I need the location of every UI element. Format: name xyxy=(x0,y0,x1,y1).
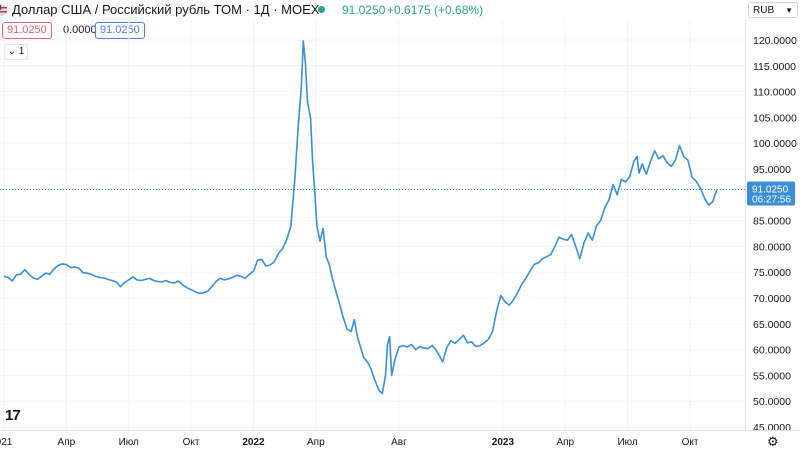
price-series-line[interactable] xyxy=(3,40,718,395)
y-tick-label: 50.0000 xyxy=(753,396,791,408)
y-tick-label: 120.0000 xyxy=(753,35,797,47)
y-tick-label: 55.0000 xyxy=(753,370,791,382)
y-tick-label: 60.0000 xyxy=(753,345,791,357)
market-status-icon xyxy=(318,6,325,13)
spread-value: 0.0000 xyxy=(58,22,102,39)
y-tick-label: 70.0000 xyxy=(753,293,791,305)
us-flag-icon xyxy=(0,4,7,16)
x-tick-label: 021 xyxy=(0,437,13,448)
x-tick-label: Окт xyxy=(682,437,699,448)
settings-gear-icon[interactable]: ⚙ xyxy=(767,434,779,449)
tradingview-logo[interactable]: 17 xyxy=(5,407,21,424)
sell-price-button[interactable]: 91.0250 xyxy=(2,22,52,39)
x-tick-label: Апр xyxy=(58,437,76,448)
y-tick-label: 95.0000 xyxy=(753,164,791,176)
x-tick-label: 2022 xyxy=(242,437,265,448)
x-tick-label: 2023 xyxy=(492,437,515,448)
current-price-value: 91.0250 xyxy=(752,185,789,196)
buy-price-button[interactable]: 91.0250 xyxy=(95,22,145,39)
chevron-down-icon: ▼ xyxy=(785,6,793,15)
current-price-label xyxy=(747,181,795,206)
y-tick-label: 75.0000 xyxy=(753,267,791,279)
y-tick-label: 100.0000 xyxy=(753,138,797,150)
y-tick-label: 110.0000 xyxy=(753,87,796,99)
y-tick-label: 80.0000 xyxy=(753,241,791,253)
y-tick-label: 115.0000 xyxy=(753,61,796,73)
currency-selector[interactable]: RUB ▼ xyxy=(748,2,798,18)
last-price: 91.0250 xyxy=(342,3,386,17)
y-tick-label: 105.0000 xyxy=(753,112,797,124)
x-tick-label: Июл xyxy=(119,437,139,448)
y-tick-label: 65.0000 xyxy=(753,319,791,331)
x-tick-label: Окт xyxy=(183,437,200,448)
chart-header: Доллар США / Российский рубль ТОМ · 1Д ·… xyxy=(0,0,745,20)
y-tick-label: 85.0000 xyxy=(753,216,791,228)
chevron-down-icon: ⌄ xyxy=(7,46,17,57)
x-tick-label: Апр xyxy=(307,437,325,448)
x-tick-label: Июл xyxy=(617,437,637,448)
currency-label: RUB xyxy=(753,5,775,16)
bar-countdown: 06:27:56 xyxy=(752,195,791,206)
symbol-title[interactable]: Доллар США / Российский рубль ТОМ · 1Д ·… xyxy=(12,2,320,17)
y-tick-label: 45.0000 xyxy=(753,422,791,434)
indicator-count: 1 xyxy=(18,46,25,57)
x-tick-label: Апр xyxy=(556,437,574,448)
price-change: +0.6175 (+0.68%) xyxy=(387,3,484,17)
x-tick-label: Авг xyxy=(391,437,407,448)
